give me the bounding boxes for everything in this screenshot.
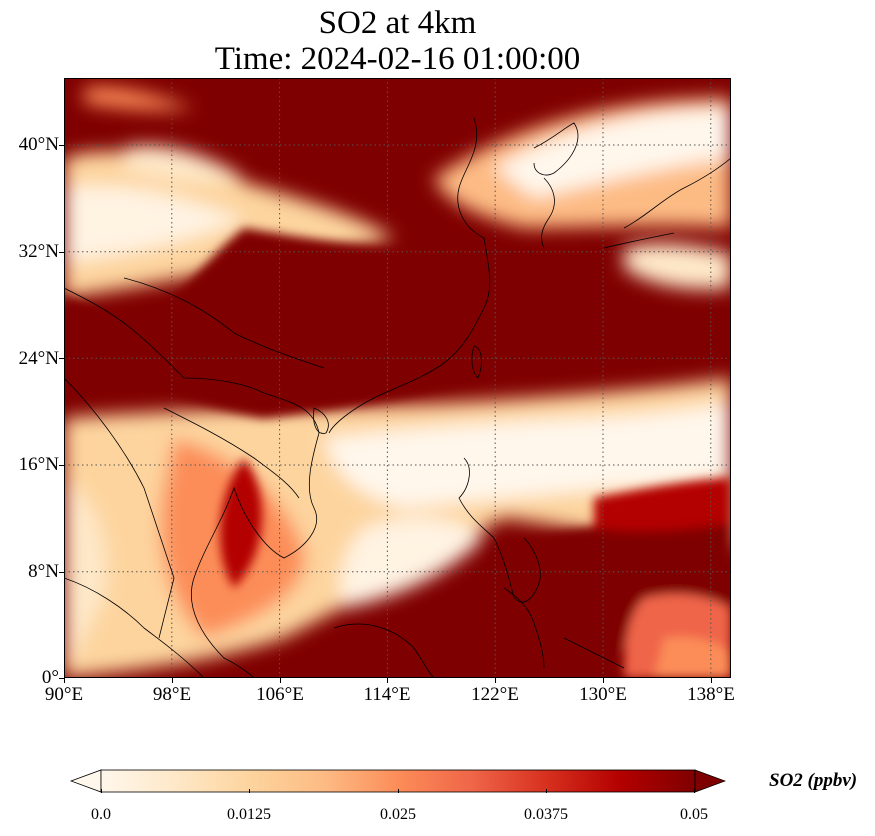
axes-frame (64, 78, 731, 678)
colorbar-tick-label: 0.025 (380, 806, 416, 823)
y-tick-mark (59, 678, 64, 679)
x-tick-label: 98°E (152, 684, 192, 705)
plot-title-line-2: Time: 2024-02-16 01:00:00 (214, 41, 581, 77)
colorbar-tick-mark (546, 789, 547, 793)
y-tick-mark (59, 572, 64, 573)
y-tick-mark (59, 252, 64, 253)
y-tick-mark (59, 465, 64, 466)
x-tick-label: 138°E (687, 684, 735, 705)
y-tick-label: 32°N (18, 241, 59, 262)
x-tick-mark (280, 678, 281, 683)
x-tick-label: 114°E (363, 684, 411, 705)
y-tick-label: 40°N (18, 134, 59, 155)
colorbar-tick-label: 0.05 (680, 806, 708, 823)
colorbar-label: SO2 (ppbv) (769, 770, 858, 791)
x-tick-mark (387, 678, 388, 683)
so2-concentration-map (64, 78, 731, 678)
plot-title-line-1: SO2 at 4km (318, 5, 477, 41)
x-tick-mark (495, 678, 496, 683)
colorbar-tick-mark (101, 789, 102, 793)
x-tick-label: 106°E (256, 684, 304, 705)
colorbar-tick-label: 0.0 (91, 806, 111, 823)
y-tick-label: 0° (41, 667, 59, 688)
colorbar-tick-label: 0.0125 (227, 806, 271, 823)
y-tick-label: 8°N (28, 561, 59, 582)
so2-field-high-regions (64, 228, 731, 678)
y-tick-label: 16°N (18, 454, 59, 475)
y-tick-label: 24°N (18, 348, 59, 369)
colorbar-tick-mark (398, 789, 399, 793)
x-tick-mark (711, 678, 712, 683)
colorbar-max-extend (694, 769, 726, 793)
colorbar-tick-mark (694, 789, 695, 793)
y-tick-mark (59, 145, 64, 146)
colorbar-tick-label: 0.0375 (524, 806, 568, 823)
colorbar-min-extend (70, 769, 102, 793)
colorbar-tick-mark (249, 789, 250, 793)
x-tick-mark (603, 678, 604, 683)
map-plot-area (64, 78, 731, 678)
colorbar (70, 769, 726, 793)
x-tick-label: 90°E (44, 684, 84, 705)
coastlines (64, 117, 731, 678)
gridlines (64, 78, 731, 678)
x-tick-label: 122°E (471, 684, 519, 705)
x-tick-label: 130°E (579, 684, 627, 705)
y-tick-mark (59, 358, 64, 359)
x-tick-mark (64, 678, 65, 683)
x-tick-mark (172, 678, 173, 683)
